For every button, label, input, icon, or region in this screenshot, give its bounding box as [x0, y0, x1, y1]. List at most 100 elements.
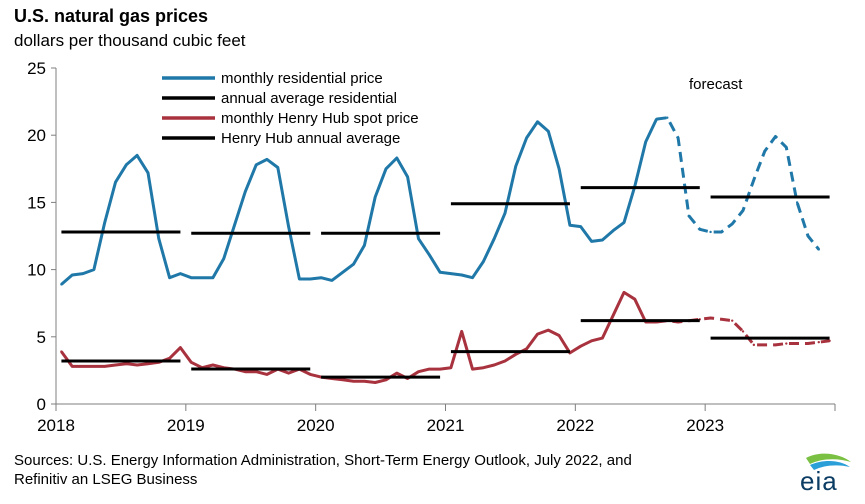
chart-title: U.S. natural gas prices	[14, 6, 209, 26]
data-point	[709, 316, 712, 320]
data-point	[168, 357, 171, 360]
data-point	[276, 166, 279, 169]
x-tick-label: 2022	[556, 416, 594, 435]
data-point	[568, 224, 572, 227]
data-point	[287, 225, 290, 228]
legend-label: Henry Hub annual average	[221, 130, 400, 147]
data-point	[482, 366, 485, 369]
data-point	[352, 263, 355, 266]
data-point	[622, 291, 626, 294]
data-point	[612, 229, 615, 232]
legend-label: annual average residential	[221, 90, 397, 107]
data-point	[417, 370, 420, 373]
data-point	[287, 371, 290, 375]
y-tick-label: 5	[37, 328, 46, 347]
data-point	[503, 359, 507, 363]
data-point	[806, 342, 810, 345]
source-line-2: Refinitiv an LSEG Business	[14, 471, 198, 488]
data-point	[190, 276, 193, 279]
data-point	[135, 363, 139, 367]
data-point	[384, 378, 388, 382]
data-point	[125, 163, 128, 166]
data-point	[168, 276, 171, 279]
data-point	[384, 167, 388, 170]
data-point	[428, 253, 431, 257]
data-point	[309, 373, 312, 376]
data-point	[557, 167, 561, 170]
series-line-forecast	[656, 116, 820, 251]
data-point	[71, 273, 74, 277]
data-point	[135, 154, 139, 157]
x-tick-label: 2020	[297, 416, 335, 435]
data-point	[514, 164, 518, 168]
data-point	[200, 276, 204, 279]
data-point	[114, 181, 117, 184]
data-point	[233, 224, 236, 227]
data-point	[525, 136, 528, 140]
data-point	[752, 178, 756, 181]
data-point	[828, 339, 831, 343]
eia-logo-text: eia	[800, 466, 838, 496]
data-point	[752, 343, 756, 347]
data-point	[763, 150, 766, 153]
data-point	[60, 283, 63, 286]
data-point	[763, 343, 766, 347]
data-point	[81, 365, 85, 368]
data-point	[125, 362, 128, 365]
data-point	[579, 225, 582, 228]
data-point	[449, 272, 453, 275]
data-point	[363, 379, 366, 383]
data-point	[731, 222, 734, 226]
data-point	[341, 271, 344, 274]
y-tick-label: 15	[27, 193, 46, 212]
data-point	[114, 363, 117, 367]
data-point	[774, 343, 777, 347]
data-point	[644, 140, 647, 144]
data-point	[536, 120, 539, 123]
data-point	[709, 230, 712, 234]
data-point	[525, 347, 528, 351]
data-point	[363, 244, 366, 247]
data-point	[471, 367, 474, 371]
data-point	[417, 237, 420, 240]
data-point	[395, 156, 399, 160]
data-point	[601, 238, 604, 242]
data-point	[460, 330, 463, 333]
chart-subtitle: dollars per thousand cubic feet	[14, 31, 246, 50]
data-point	[254, 370, 258, 373]
data-point	[438, 271, 442, 274]
data-point	[579, 345, 582, 348]
data-point	[254, 163, 258, 166]
series-line-historical	[60, 118, 658, 286]
data-point	[590, 240, 593, 243]
data-point	[190, 361, 193, 364]
data-point	[309, 277, 312, 281]
data-point	[373, 195, 377, 199]
data-point	[687, 214, 691, 218]
chart-source: Sources: U.S. Energy Information Adminis…	[14, 451, 794, 489]
data-point	[298, 277, 301, 281]
data-point	[103, 221, 106, 224]
data-point	[146, 171, 150, 175]
data-point	[265, 158, 269, 161]
data-point	[817, 248, 820, 251]
data-point	[146, 362, 150, 365]
chart-legend: monthly residential price annual average …	[162, 70, 419, 147]
data-point	[698, 228, 701, 231]
data-point	[352, 379, 355, 383]
data-point	[774, 135, 777, 138]
data-point	[179, 346, 182, 349]
y-tick-label: 0	[37, 395, 46, 414]
data-point	[244, 190, 247, 193]
data-point	[557, 334, 561, 337]
eia-logo-swoosh	[806, 453, 851, 470]
series-layer	[60, 116, 831, 384]
data-point	[741, 330, 745, 333]
data-point	[92, 365, 96, 368]
x-tick-label: 2021	[427, 416, 465, 435]
data-point	[341, 378, 344, 382]
data-point	[731, 319, 734, 322]
data-point	[244, 370, 247, 373]
data-point	[492, 237, 496, 240]
data-point	[795, 342, 799, 345]
